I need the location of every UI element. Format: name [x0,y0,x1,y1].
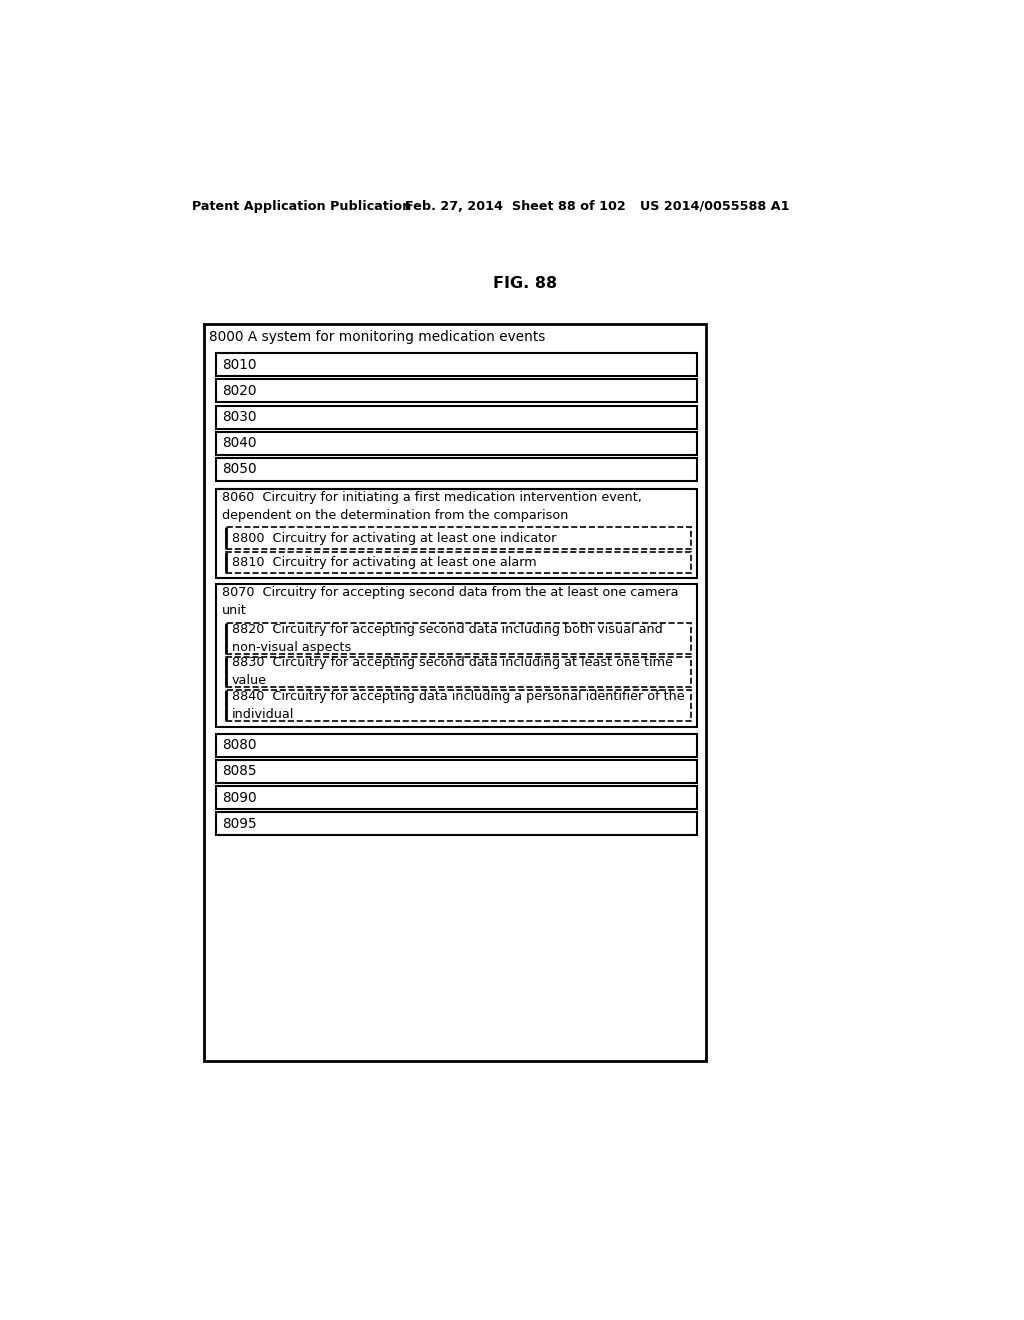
Text: 8840  Circuitry for accepting data including a personal identifier of the
indivi: 8840 Circuitry for accepting data includ… [231,690,684,721]
Bar [216,760,697,783]
Text: 8090: 8090 [222,791,256,804]
Bar [225,690,690,721]
Bar [225,552,690,573]
Text: 8820  Circuitry for accepting second data including both visual and
non-visual a: 8820 Circuitry for accepting second data… [231,623,663,653]
Text: 8085: 8085 [222,764,256,779]
Bar [204,323,707,1061]
Text: 8050: 8050 [222,462,256,477]
Text: 8000 A system for monitoring medication events: 8000 A system for monitoring medication … [209,330,546,345]
Text: 8080: 8080 [222,738,256,752]
Bar [216,405,697,429]
Text: FIG. 88: FIG. 88 [493,276,557,290]
Bar [216,734,697,756]
Text: 8070  Circuitry for accepting second data from the at least one camera
unit: 8070 Circuitry for accepting second data… [222,586,678,618]
Bar [216,458,697,480]
Text: 8010: 8010 [222,358,256,372]
Text: 8095: 8095 [222,817,257,830]
Text: 8810  Circuitry for activating at least one alarm: 8810 Circuitry for activating at least o… [231,556,537,569]
Bar [225,656,690,688]
Bar [225,623,690,653]
Text: 8030: 8030 [222,411,256,424]
Bar [216,812,697,836]
Bar [216,379,697,403]
Text: 8800  Circuitry for activating at least one indicator: 8800 Circuitry for activating at least o… [231,532,556,545]
Text: Feb. 27, 2014  Sheet 88 of 102: Feb. 27, 2014 Sheet 88 of 102 [406,199,627,213]
Bar [216,785,697,809]
Text: 8020: 8020 [222,384,256,397]
Text: Patent Application Publication: Patent Application Publication [191,199,411,213]
Text: US 2014/0055588 A1: US 2014/0055588 A1 [640,199,790,213]
Bar [216,585,697,727]
Text: 8060  Circuitry for initiating a first medication intervention event,
dependent : 8060 Circuitry for initiating a first me… [222,491,642,521]
Bar [216,432,697,455]
Text: 8830  Circuitry for accepting second data including at least one time
value: 8830 Circuitry for accepting second data… [231,656,673,688]
Bar [225,527,690,549]
Bar [216,488,697,578]
Text: 8040: 8040 [222,437,256,450]
Bar [216,354,697,376]
